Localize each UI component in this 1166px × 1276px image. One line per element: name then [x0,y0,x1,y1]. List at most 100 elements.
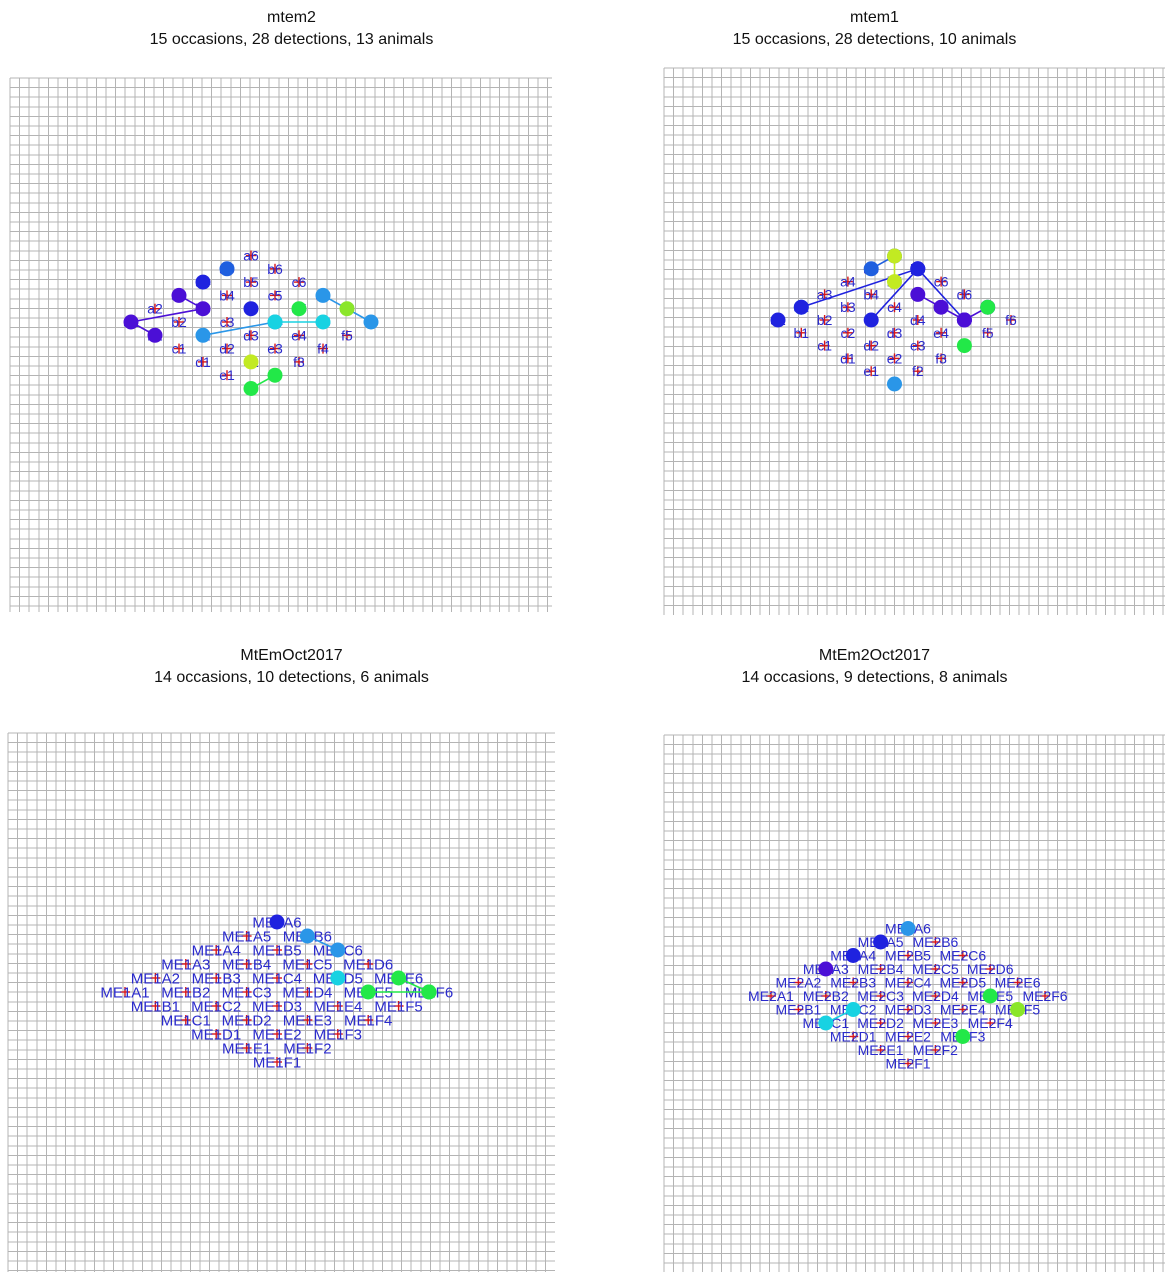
detector-map-plot: a1a2a3a4a5a6b1b2b3b4b5b6c1c2c3c4c5c6d1d2… [9,77,552,612]
detector-ME2B6: ME2B6 [912,934,958,950]
habitat-mask-grid [663,67,1165,615]
detection-point [1010,1002,1026,1017]
panel-mtem1: mtem1 15 occasions, 28 detections, 10 an… [583,0,1166,638]
detector-ME1E4: ME1E4 [313,998,362,1015]
detector-label: ME1C5 [282,956,332,973]
detector-label: ME1F4 [344,1012,392,1029]
chart-title: mtem1 [850,9,899,26]
detector-d3: d3 [887,325,903,341]
animal-detections-layer [770,248,996,392]
detector-ME2E1: ME2E1 [858,1042,904,1058]
detector-label: c1 [817,338,832,354]
detection-point [910,286,926,302]
chart-subtitle: 14 occasions, 9 detections, 8 animals [741,669,1008,686]
detector-label: ME2C4 [885,975,932,991]
detector-label: b6 [267,261,283,277]
detector-label: b4 [863,286,879,302]
detector-label: c6 [292,274,307,290]
detector-e2: e2 [887,350,903,366]
detection-point [956,338,972,354]
animal-path-1 [128,294,206,336]
detector-map-plot: a1a2a3a4a5a6b1b2b3b4b5b6c1c2c3c4c5c6d1d2… [663,67,1165,615]
detector-ME2D5: ME2D5 [939,975,986,991]
detector-label: d6 [957,286,973,302]
detection-point [910,261,926,277]
detection-point [863,312,879,328]
habitat-mask-grid [663,734,1165,1272]
detector-label: f3 [935,350,947,366]
detection-point [171,287,187,303]
detector-ME1C1: ME1C1 [161,1012,211,1029]
detector-label: b5 [243,274,259,290]
detector-label: b4 [219,287,235,303]
detection-point [793,299,809,315]
animal-detections-layer [123,261,379,396]
detection-point [887,274,902,290]
detector-d1: d1 [195,354,211,370]
detection-point [243,354,259,370]
detector-label: f3 [293,354,305,370]
detector-label: ME1A5 [222,928,271,945]
detector-map-plot: ME2A1ME2A2ME2A3ME2A4ME2A5ME2A6ME2B1ME2B2… [663,734,1165,1272]
detector-ME2E3: ME2E3 [912,1015,958,1031]
detection-point [195,301,211,317]
detector-ME1F5: ME1F5 [374,998,422,1015]
detector-ME1B3: ME1B3 [192,970,241,987]
detector-label: b3 [840,299,856,315]
detector-ME2E4: ME2E4 [940,1002,986,1018]
detection-point [330,970,346,986]
detector-c1: c1 [172,341,187,357]
detector-ME1D4: ME1D4 [282,984,332,1001]
detector-label: ME1D4 [282,984,332,1001]
detection-point [267,314,283,330]
detector-c5: c5 [268,287,283,303]
detector-f3: f3 [935,350,947,366]
detector-d3: d3 [243,327,259,343]
detector-e3: e3 [267,341,283,357]
detection-point [363,314,379,330]
detector-label: e1 [863,363,879,379]
detector-label: ME2B1 [775,1002,821,1018]
detector-label: f6 [1005,312,1017,328]
habitat-mask-grid [9,77,552,612]
detector-ME1D2: ME1D2 [222,1012,272,1029]
detector-ME1B2: ME1B2 [161,984,210,1001]
detector-label: ME2A1 [748,988,794,1004]
detector-b5: b5 [243,274,259,290]
detector-e1: e1 [219,367,235,383]
detector-ME1D6: ME1D6 [343,956,393,973]
chart-subtitle: 14 occasions, 10 detections, 6 animals [154,669,429,686]
detector-label: ME1E4 [313,998,362,1015]
detection-point [243,381,259,396]
detector-c6: c6 [934,274,949,290]
detector-ME1C4: ME1C4 [252,970,302,987]
detector-map-plot: ME1A1ME1A2ME1A3ME1A4ME1A5ME1A6ME1B1ME1B2… [7,732,555,1272]
detector-d6: d6 [957,286,973,302]
detector-ME2E2: ME2E2 [885,1029,931,1045]
detector-label: ME1C4 [252,970,302,987]
detection-point [315,314,331,330]
detection-point [269,914,285,930]
detection-point [195,327,211,343]
detector-ME1D3: ME1D3 [252,998,302,1015]
detector-label: ME1F3 [314,1026,362,1043]
detection-point [818,961,834,977]
detector-label: b1 [794,325,810,341]
detector-b4: b4 [219,287,235,303]
detector-label: d2 [219,341,235,357]
detector-ME2B1: ME2B1 [775,1002,821,1018]
detector-label: ME2D4 [912,988,959,1004]
detector-label: ME1F5 [374,998,422,1015]
detection-point [360,984,376,1000]
detector-label: ME2E1 [858,1042,904,1058]
detector-label: ME2F6 [1022,988,1067,1004]
detector-label: ME2D6 [967,961,1014,977]
detection-point [863,261,879,277]
detection-point [195,274,211,290]
detector-label: c2 [841,325,856,341]
detector-label: ME1F1 [253,1054,301,1071]
detector-ME1B5: ME1B5 [252,942,301,959]
detector-label: d4 [910,312,926,328]
detector-label: ME1E3 [283,1012,332,1029]
detection-point [339,301,355,317]
